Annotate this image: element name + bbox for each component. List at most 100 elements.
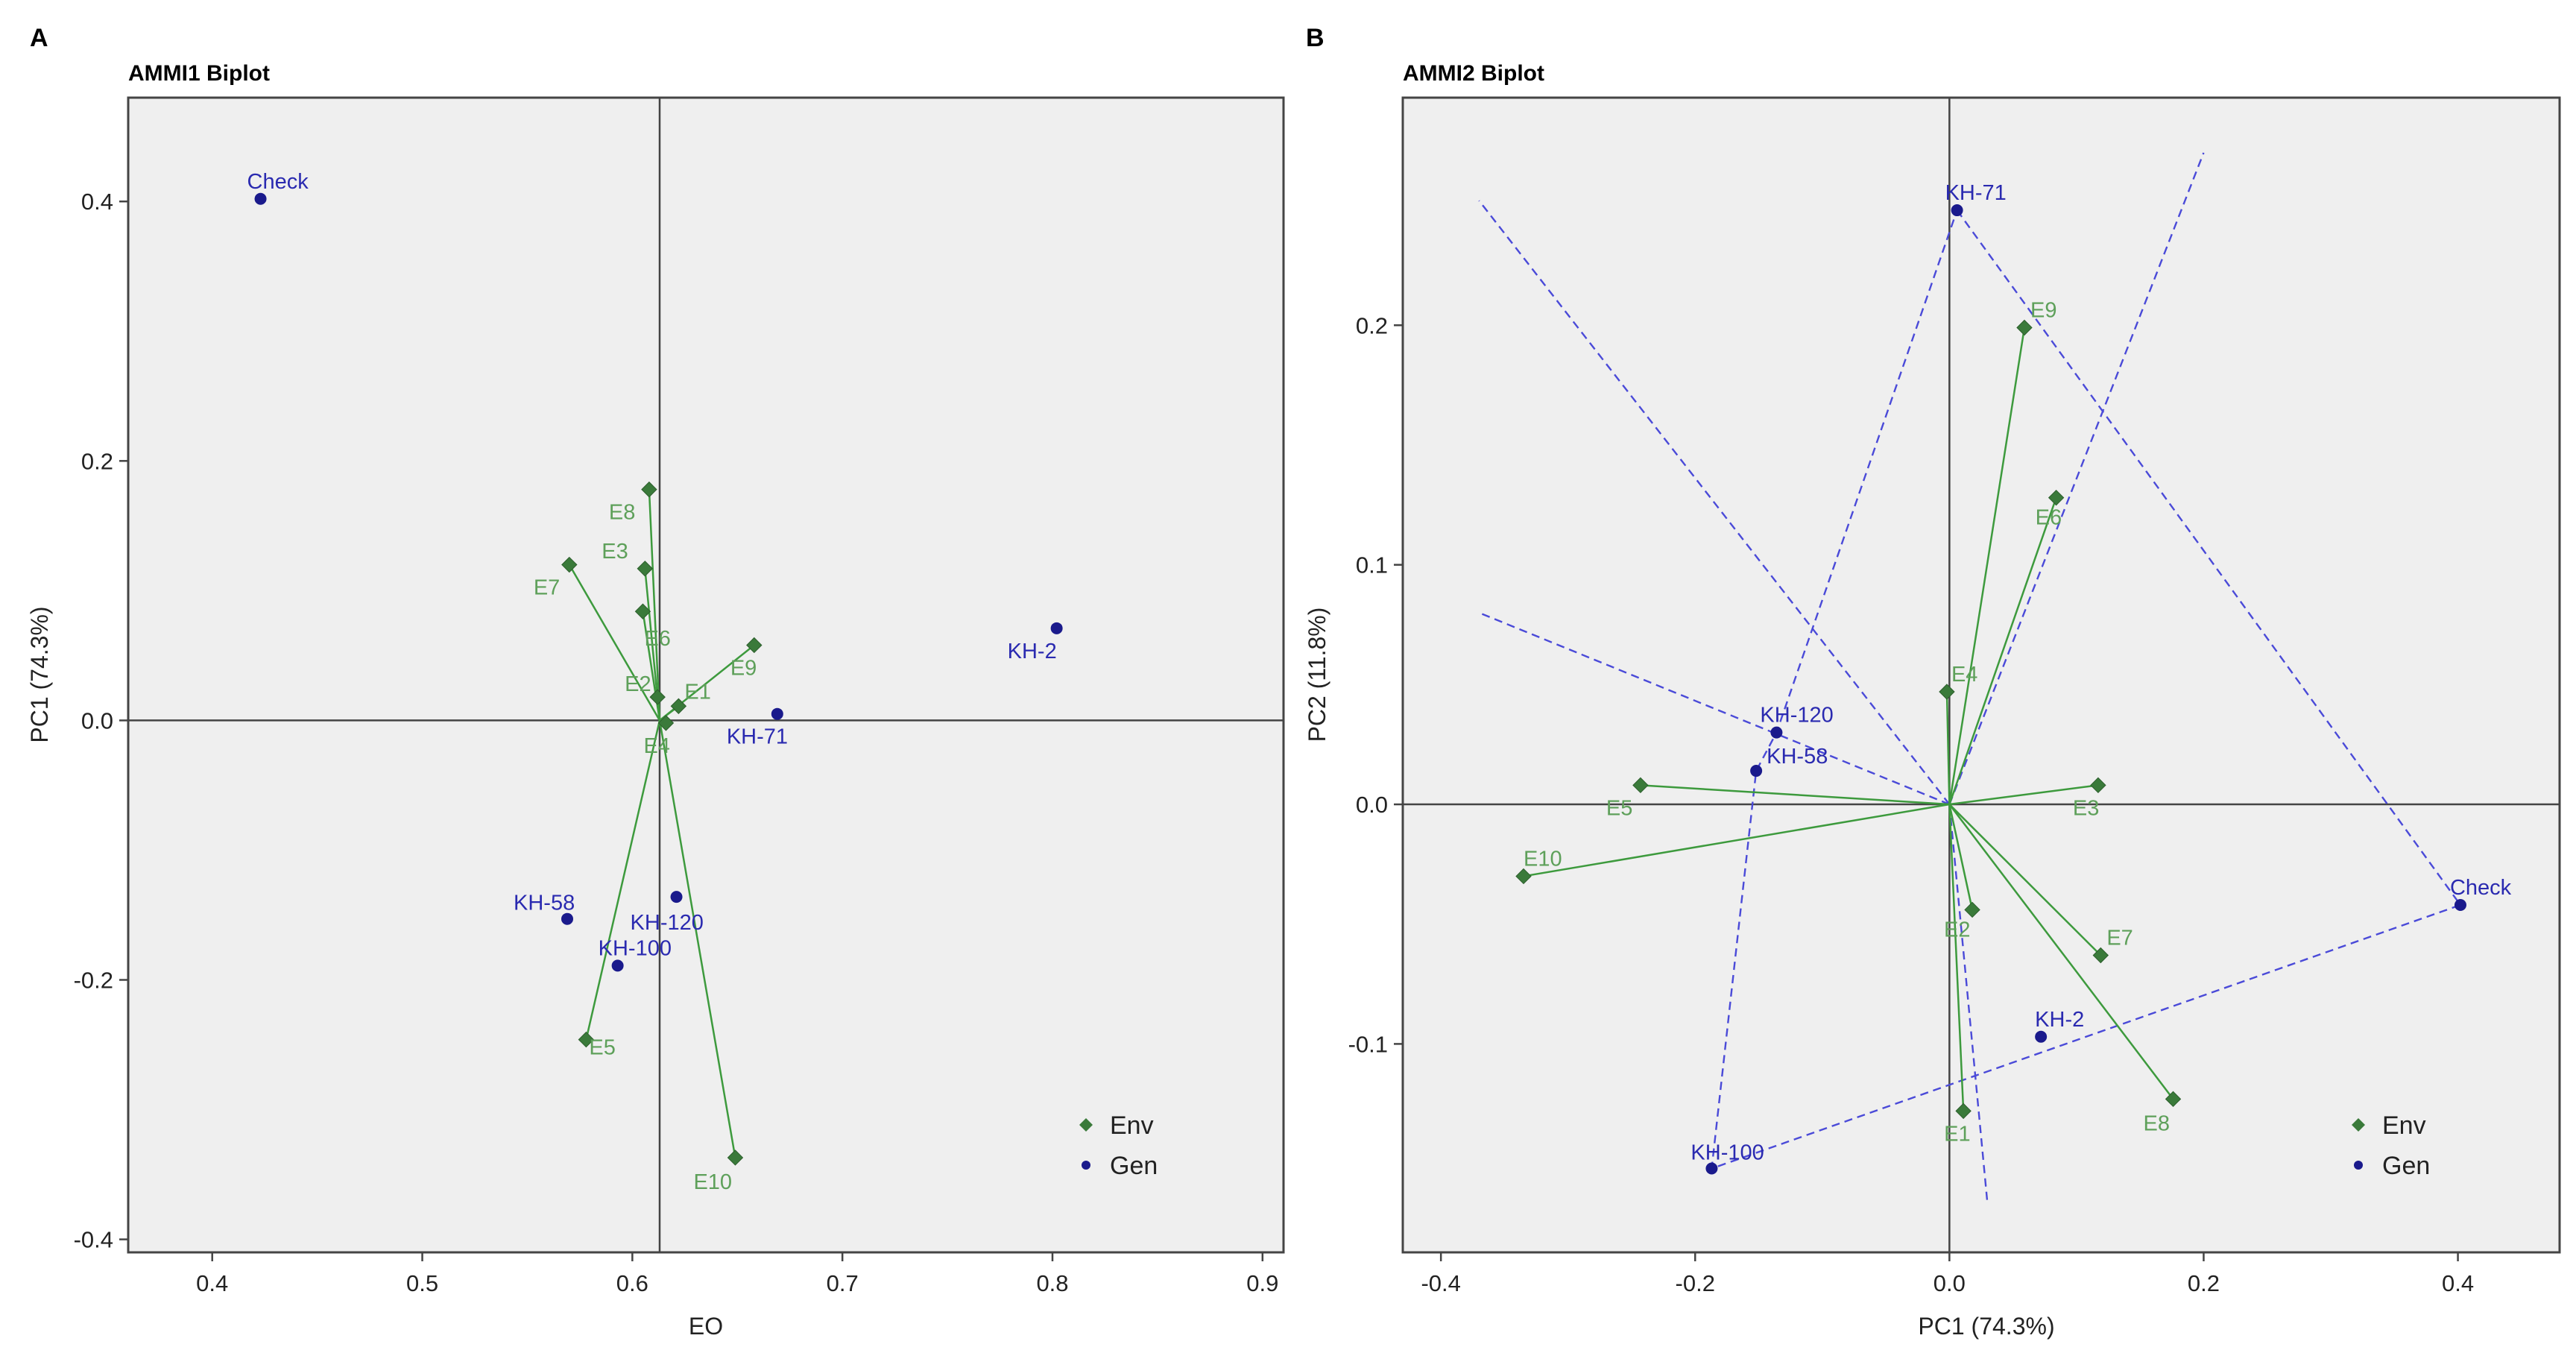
panel-b-y-tick-label: -0.1 (1348, 1031, 1388, 1057)
panel-a-gen-label-kh-100: KH-100 (599, 936, 672, 960)
panel-a-gen-point-kh-2 (1050, 622, 1063, 634)
panel-b-environment-vectors (1523, 327, 2174, 1111)
panel-a-env-label-e4: E4 (643, 734, 669, 758)
panel-b-gen-point-check (2454, 899, 2466, 912)
panel-b-y-tick-label: 0.2 (1356, 312, 1388, 338)
panel-a-plot-area (127, 96, 1285, 1254)
panel-b-y-axis-title: PC2 (11.8%) (1304, 608, 1330, 742)
panel-b-legend-env-marker (2352, 1118, 2365, 1132)
panel-b-legend: Env Gen (2352, 1111, 2430, 1180)
panel-b-x-axis-title: PC1 (74.3%) (1918, 1313, 2054, 1340)
panel-b-env-point-e5 (1632, 777, 1649, 794)
panel-b-env-label-e2: E2 (1944, 918, 1970, 941)
panel-b-gen-point-kh-71 (1951, 204, 1963, 217)
panel-b-environment-points: E1 E2 E3 E4 E5 E6 E7 E8 E9 E10 (1515, 299, 2182, 1146)
panel-a-env-point-e5 (578, 1031, 595, 1048)
panel-a-letter: A (30, 24, 48, 52)
panel-a-gen-point-check (254, 192, 267, 205)
panel-b-env-label-e7: E7 (2106, 927, 2133, 950)
panel-a-y-tick-label: -0.4 (74, 1227, 113, 1253)
panel-a-title: AMMI1 Biplot (128, 61, 270, 86)
panel-b-env-label-e9: E9 (2030, 299, 2056, 323)
panel-b-gen-label-kh-2: KH-2 (2035, 1008, 2084, 1032)
panel-b-y-tick-label: 0.1 (1356, 552, 1388, 578)
panel-a-env-point-e9 (746, 637, 763, 654)
panel-a-x-tick-label: 0.5 (406, 1270, 438, 1296)
panel-a-env-label-e1: E1 (684, 680, 710, 704)
panel-b-polygon-outline (1711, 208, 2462, 1170)
panel-b-env-point-e3 (2090, 777, 2106, 794)
panel-a-gen-point-kh-120 (670, 891, 683, 903)
panel-b-which-won-where-polygon (1478, 152, 2462, 1205)
panel-b-env-label-e6: E6 (2036, 506, 2062, 530)
panel-a-x-tick-label: 0.9 (1246, 1270, 1278, 1296)
panel-a-axes: 0.4 0.5 0.6 0.7 0.8 0.9 -0.4 -0.2 0.0 0.2 0.4 (74, 189, 1279, 1296)
panel-a-vector-e5 (585, 720, 661, 1040)
panel-a-reference-lines (128, 98, 1284, 1252)
panel-a-ammi1-biplot: A AMMI1 Biplot E1 E2 E3 E4 E5 E6 E7 E8 E9 E10 Che… (26, 24, 1285, 1340)
panel-b-env-label-e10: E10 (1524, 847, 1562, 871)
panel-a-env-point-e3 (637, 561, 653, 577)
panel-a-environment-points: E1 E2 E3 E4 E5 E6 E7 E8 E9 E10 (534, 481, 763, 1194)
panel-b-vector-e10 (1523, 803, 1950, 877)
panel-b-sector-ray-3 (1478, 611, 1950, 806)
panel-b-vector-e4 (1945, 691, 1951, 805)
panel-b-vector-e1 (1948, 804, 1965, 1111)
panel-a-env-point-e6 (634, 603, 651, 619)
panel-a-x-axis-title: EO (689, 1313, 723, 1340)
panel-a-env-point-e8 (641, 481, 657, 498)
panel-a-legend-env-marker (1079, 1118, 1093, 1132)
panel-b-genotype-points: KH-71 KH-120 KH-58 Check KH-2 KH-100 (1690, 181, 2512, 1175)
panel-b-x-tick-label: -0.2 (1676, 1270, 1715, 1296)
panel-a-env-point-e1 (670, 698, 687, 714)
panel-b-gen-label-kh-58: KH-58 (1767, 745, 1828, 769)
panel-a-env-label-e10: E10 (693, 1170, 732, 1194)
panel-a-env-label-e5: E5 (589, 1036, 615, 1060)
panel-b-vector-e9 (1948, 327, 2026, 805)
panel-a-env-label-e6: E6 (644, 627, 670, 651)
panel-b-sector-ray-2 (1948, 152, 2205, 805)
panel-b-vector-e2 (1948, 804, 1974, 910)
panel-b-env-point-e1 (1955, 1103, 1972, 1120)
panel-a-env-label-e3: E3 (602, 540, 628, 564)
panel-a-legend-gen-marker (1082, 1161, 1090, 1170)
panel-b-gen-label-kh-100: KH-100 (1690, 1141, 1764, 1165)
panel-a-vector-e8 (648, 489, 661, 721)
panel-a-gen-label-kh-120: KH-120 (631, 911, 704, 935)
panel-a-y-axis-title: PC1 (74.3%) (26, 606, 53, 742)
panel-b-env-point-e9 (2016, 319, 2033, 336)
panel-a-y-tick-label: 0.2 (81, 448, 113, 474)
panel-a-vector-e7 (568, 564, 661, 722)
panel-a-env-point-e4 (657, 715, 675, 731)
panel-b-gen-label-kh-120: KH-120 (1760, 704, 1833, 728)
panel-a-y-tick-label: 0.4 (81, 189, 113, 215)
panel-b-gen-label-check: Check (2450, 876, 2512, 900)
panel-b-env-point-e7 (2092, 947, 2109, 964)
panel-a-vector-e10 (658, 720, 736, 1158)
panel-b-env-point-e10 (1515, 868, 1532, 885)
panel-b-plot-area (1401, 96, 2561, 1254)
panel-a-gen-label-kh-58: KH-58 (514, 892, 575, 915)
panel-b-x-tick-label: 0.4 (2442, 1270, 2474, 1296)
panel-b-gen-point-kh-58 (1750, 765, 1763, 777)
panel-b-ammi2-biplot: B AMMI2 Biplot E1 E2 E3 E4 E5 E6 E7 E8 E9 E10 KH-… (1304, 24, 2561, 1340)
panel-b-env-point-e2 (1964, 901, 1980, 918)
panel-a-gen-point-kh-58 (561, 912, 573, 925)
panel-b-vector-e8 (1948, 804, 2174, 1100)
panel-b-legend-gen-label: Gen (2382, 1152, 2430, 1180)
panel-b-gen-label-kh-71: KH-71 (1945, 181, 2007, 205)
panel-b-vector-e5 (1640, 784, 1950, 806)
panel-a-x-tick-label: 0.8 (1036, 1270, 1068, 1296)
panel-a-env-label-e9: E9 (730, 656, 757, 680)
panel-a-gen-point-kh-71 (771, 707, 783, 720)
panel-a-legend: Env Gen (1079, 1111, 1158, 1180)
panel-b-vector-e7 (1948, 804, 2102, 956)
panel-b-x-tick-label: 0.2 (2188, 1270, 2220, 1296)
panel-b-vector-e3 (1949, 784, 2099, 806)
panel-a-gen-label-check: Check (247, 170, 309, 194)
panel-a-x-tick-label: 0.7 (827, 1270, 859, 1296)
panel-a-y-tick-label: -0.2 (74, 968, 113, 994)
panel-a-legend-env-label: Env (1110, 1111, 1154, 1140)
panel-a-env-label-e8: E8 (609, 501, 635, 525)
